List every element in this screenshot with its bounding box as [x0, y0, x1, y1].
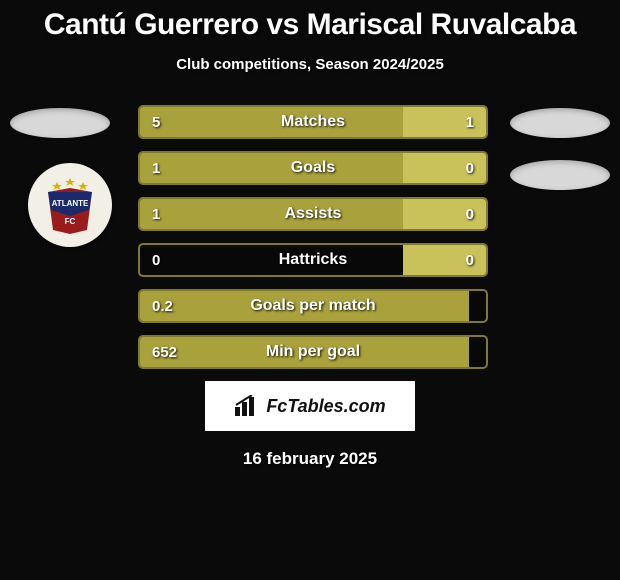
stat-bar-left [140, 291, 469, 321]
club-right-logo-placeholder [510, 160, 610, 190]
attribution-text: FcTables.com [266, 396, 385, 417]
stat-row: 0.2Goals per match [138, 289, 488, 323]
stat-row: 51Matches [138, 105, 488, 139]
player-left-logo-placeholder [10, 108, 110, 138]
stat-row: 652Min per goal [138, 335, 488, 369]
date-label: 16 february 2025 [0, 449, 620, 469]
stat-bar-left [140, 107, 403, 137]
attribution-badge: FcTables.com [205, 381, 415, 431]
stat-bar-right [403, 199, 486, 229]
club-badge-left: ATLANTE FC [28, 163, 112, 247]
stat-row: 10Goals [138, 151, 488, 185]
shield-icon: ATLANTE FC [45, 176, 95, 234]
player-right-logo-placeholder [510, 108, 610, 138]
fctables-icon [234, 395, 260, 417]
stat-bar-left [140, 337, 469, 367]
stat-bar-right [403, 245, 486, 275]
stat-bar-right [403, 153, 486, 183]
svg-text:FC: FC [65, 217, 76, 226]
stat-bars-container: 51Matches 10Goals 10Assists 00Hattricks 0.2G… [138, 105, 488, 369]
stat-bar-right [403, 107, 486, 137]
page-title: Cantú Guerrero vs Mariscal Ruvalcaba [0, 0, 620, 42]
stat-row: 10Assists [138, 197, 488, 231]
stat-value-left: 0 [152, 245, 160, 275]
badge-text: ATLANTE [52, 199, 89, 208]
stat-bar-left [140, 199, 403, 229]
subtitle: Club competitions, Season 2024/2025 [0, 56, 620, 73]
comparison-chart: ATLANTE FC 51Matches 10Goals 10Assists 00Ha… [0, 105, 620, 469]
stat-bar-left [140, 153, 403, 183]
stat-row: 00Hattricks [138, 243, 488, 277]
